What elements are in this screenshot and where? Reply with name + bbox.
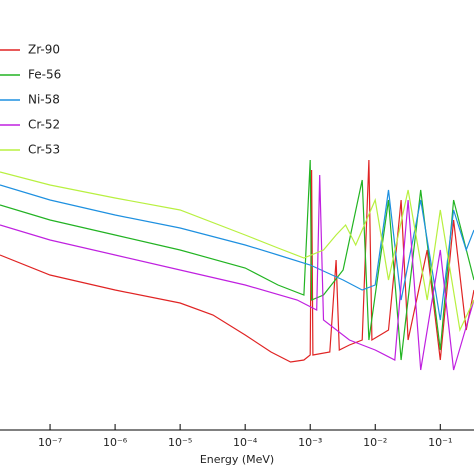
x-tick-label: 10⁻⁷ xyxy=(38,436,62,449)
x-tick-label: 10⁻³ xyxy=(298,436,322,449)
legend-bg xyxy=(0,65,80,85)
x-tick-label: 10⁻⁴ xyxy=(233,436,258,449)
series-line xyxy=(0,159,474,363)
series-line xyxy=(0,174,474,371)
legend-label: Cr-52 xyxy=(28,118,60,132)
legend-bg xyxy=(0,140,80,160)
legend-label: Fe-56 xyxy=(28,68,61,82)
legend: Zr-90 Fe-56 Ni-58 Cr-52 Cr-53 xyxy=(0,40,80,160)
legend-bg xyxy=(0,115,80,135)
x-tick-label: 10⁻⁵ xyxy=(168,436,192,449)
series-line xyxy=(0,184,474,321)
legend-label: Ni-58 xyxy=(28,93,60,107)
x-axis-label: Energy (MeV) xyxy=(200,453,274,466)
legend-bg xyxy=(0,40,80,60)
legend-label: Zr-90 xyxy=(28,43,60,57)
legend-bg xyxy=(0,90,80,110)
series-line xyxy=(0,171,474,333)
x-tick-label: 10⁻² xyxy=(363,436,387,449)
series-line xyxy=(0,159,474,361)
x-tick-label: 10⁻¹ xyxy=(428,436,452,449)
x-tick-label: 10⁻⁶ xyxy=(103,436,128,449)
legend-label: Cr-53 xyxy=(28,143,60,157)
